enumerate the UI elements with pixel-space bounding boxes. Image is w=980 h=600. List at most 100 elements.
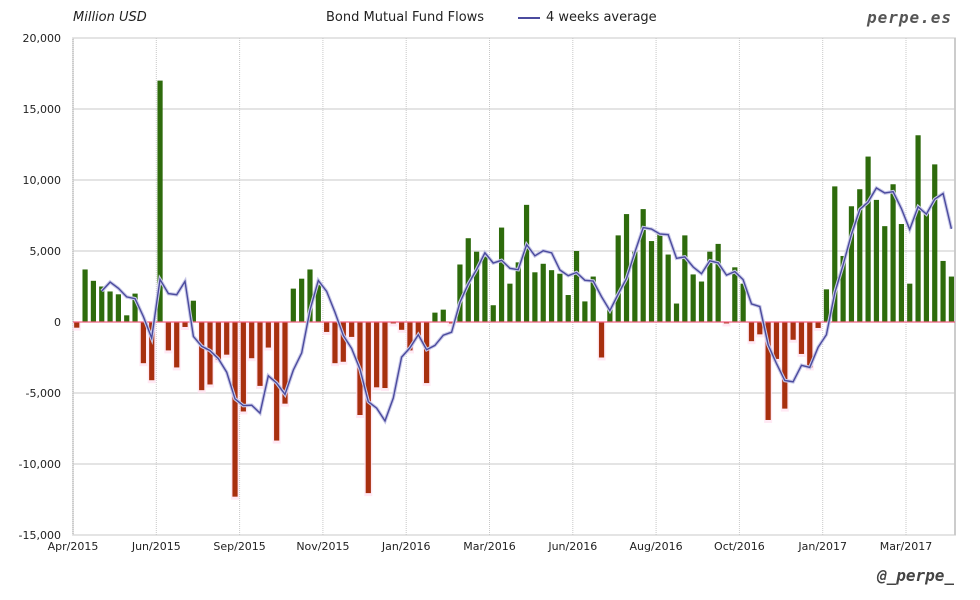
- inflow-bar: [573, 251, 580, 322]
- x-tick-label: Jan/2017: [797, 540, 847, 553]
- x-tick-label: Jun/2015: [131, 540, 181, 553]
- inflow-bar: [657, 233, 663, 322]
- outflow-bar: [765, 322, 771, 420]
- inflow-bar: [590, 276, 596, 322]
- outflow-bar: [407, 322, 413, 351]
- inflow-bar: [157, 80, 163, 322]
- brand-logo-text: perpe.es: [866, 8, 952, 27]
- y-tick-label: -5,000: [26, 387, 61, 400]
- outflow-bar: [215, 322, 221, 360]
- legend: 4 weeks average: [518, 10, 657, 25]
- inflow-bar: [832, 186, 838, 322]
- outflow-bar: [598, 322, 605, 358]
- y-tick-label: -10,000: [19, 458, 61, 471]
- inflow-bar: [823, 289, 830, 322]
- inflow-bar: [898, 224, 905, 322]
- bar-shadow: [722, 322, 731, 327]
- inflow-bar: [890, 184, 896, 322]
- inflow-bar: [698, 281, 705, 322]
- outflow-bar: [174, 322, 180, 368]
- y-tick-label: 5,000: [30, 245, 62, 258]
- outflow-bar: [748, 322, 755, 342]
- inflow-bar: [690, 274, 696, 322]
- inflow-bar: [132, 293, 138, 322]
- outflow-bar: [149, 322, 155, 381]
- y-tick-label: 20,000: [23, 32, 62, 45]
- x-tick-label: Apr/2015: [48, 540, 99, 553]
- inflow-bar: [665, 254, 671, 322]
- x-tick-label: Oct/2016: [714, 540, 765, 553]
- inflow-bar: [857, 189, 863, 322]
- bar-shadow: [447, 322, 456, 327]
- outflow-bar: [415, 322, 421, 336]
- inflow-bar: [315, 285, 321, 322]
- outflow-bar: [790, 322, 796, 340]
- inflow-bar: [307, 269, 313, 322]
- inflow-bar: [640, 209, 646, 322]
- outflow-bar: [340, 322, 346, 362]
- outflow-bar: [374, 322, 380, 388]
- inflow-bar: [632, 251, 638, 322]
- outflow-bar: [165, 322, 171, 351]
- inflow-bar: [948, 276, 954, 322]
- legend-label: 4 weeks average: [546, 10, 657, 25]
- inflow-bar: [840, 255, 846, 322]
- inflow-bar: [682, 235, 688, 322]
- chart-title: Bond Mutual Fund Flows: [326, 10, 485, 25]
- average-line: [101, 187, 953, 423]
- inflow-bar: [482, 256, 488, 322]
- inflow-bar: [873, 199, 880, 322]
- outflow-bar: [807, 322, 813, 368]
- inflow-bar: [440, 309, 446, 322]
- outflow-bar: [773, 322, 780, 359]
- outflow-bar: [199, 322, 205, 391]
- outflow-bar: [757, 322, 763, 335]
- legend-line-swatch: [518, 16, 540, 19]
- x-tick-label: Mar/2016: [463, 540, 515, 553]
- inflow-bar: [740, 283, 746, 322]
- x-tick-label: Mar/2017: [880, 540, 932, 553]
- inflow-bar: [915, 135, 921, 322]
- inflow-bar: [190, 300, 196, 322]
- inflow-bar: [507, 283, 513, 322]
- inflow-bar: [90, 280, 97, 322]
- inflow-bar: [707, 251, 713, 322]
- x-tick-label: Nov/2015: [296, 540, 349, 553]
- outflow-bar: [390, 322, 396, 324]
- outflow-bar: [399, 322, 405, 330]
- outflow-bar: [224, 322, 230, 355]
- x-tick-label: Jun/2016: [547, 540, 597, 553]
- inflow-bar: [940, 260, 946, 322]
- inflow-bar: [299, 278, 305, 322]
- y-tick-label: 10,000: [23, 174, 62, 187]
- outflow-bar: [282, 322, 288, 404]
- inflow-bar: [432, 312, 438, 322]
- outflow-bar: [207, 322, 213, 385]
- twitter-handle: @_perpe_: [876, 566, 954, 585]
- y-tick-label: -15,000: [19, 529, 61, 542]
- inflow-bar: [932, 164, 938, 322]
- inflow-bar: [648, 241, 655, 322]
- outflow-bar: [140, 322, 146, 364]
- outflow-bar: [232, 322, 238, 497]
- inflow-bar: [923, 213, 930, 322]
- inflow-bar: [673, 303, 680, 322]
- inflow-bar: [498, 227, 505, 322]
- inflow-bar: [882, 226, 888, 322]
- inflow-bar: [115, 294, 121, 322]
- inflow-bar: [473, 251, 480, 322]
- inflow-bar: [107, 291, 113, 322]
- outflow-bar: [240, 322, 246, 412]
- inflow-bar: [623, 214, 630, 322]
- inflow-bar: [540, 263, 546, 322]
- inflow-bar: [557, 273, 563, 322]
- x-tick-label: Sep/2015: [213, 540, 265, 553]
- inflow-bar: [548, 270, 555, 322]
- outflow-bar: [74, 322, 80, 328]
- x-tick-label: Jan/2016: [381, 540, 431, 553]
- inflow-bar: [532, 272, 538, 322]
- inflow-bar: [907, 283, 913, 322]
- outflow-bar: [723, 322, 730, 324]
- outflow-bar: [382, 322, 388, 389]
- inflow-bar: [124, 315, 130, 322]
